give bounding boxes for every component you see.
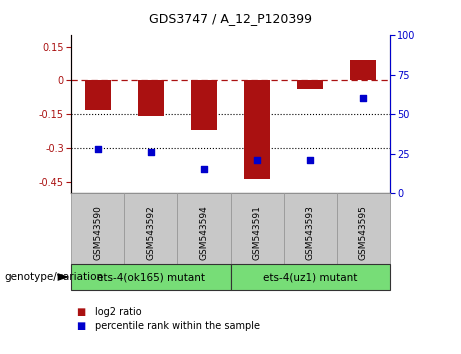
Text: log2 ratio: log2 ratio bbox=[95, 307, 141, 316]
Polygon shape bbox=[58, 273, 69, 281]
Bar bbox=[337, 193, 390, 264]
Point bbox=[359, 96, 366, 101]
Bar bbox=[177, 193, 230, 264]
Text: ets-4(ok165) mutant: ets-4(ok165) mutant bbox=[97, 272, 205, 282]
Bar bbox=[244, 80, 270, 179]
Point bbox=[200, 166, 207, 172]
Text: GSM543594: GSM543594 bbox=[200, 205, 208, 260]
Text: ■: ■ bbox=[76, 321, 85, 331]
Point bbox=[306, 157, 313, 163]
Bar bbox=[191, 80, 217, 130]
Bar bbox=[350, 60, 376, 80]
Bar bbox=[124, 193, 177, 264]
Point bbox=[94, 146, 101, 152]
Bar bbox=[284, 193, 337, 264]
Bar bbox=[297, 80, 323, 90]
Bar bbox=[138, 80, 164, 116]
Text: GSM543593: GSM543593 bbox=[306, 205, 314, 260]
Text: GDS3747 / A_12_P120399: GDS3747 / A_12_P120399 bbox=[149, 12, 312, 25]
Bar bbox=[71, 193, 124, 264]
Text: genotype/variation: genotype/variation bbox=[5, 272, 104, 282]
Bar bbox=[85, 80, 111, 110]
Point bbox=[148, 149, 155, 155]
Bar bbox=[71, 264, 230, 290]
Point bbox=[254, 157, 261, 163]
Bar bbox=[230, 193, 284, 264]
Bar bbox=[230, 264, 390, 290]
Text: GSM543591: GSM543591 bbox=[253, 205, 261, 260]
Text: ■: ■ bbox=[76, 307, 85, 316]
Text: GSM543592: GSM543592 bbox=[147, 205, 155, 260]
Text: percentile rank within the sample: percentile rank within the sample bbox=[95, 321, 260, 331]
Text: ets-4(uz1) mutant: ets-4(uz1) mutant bbox=[263, 272, 357, 282]
Text: GSM543595: GSM543595 bbox=[359, 205, 367, 260]
Text: GSM543590: GSM543590 bbox=[94, 205, 102, 260]
